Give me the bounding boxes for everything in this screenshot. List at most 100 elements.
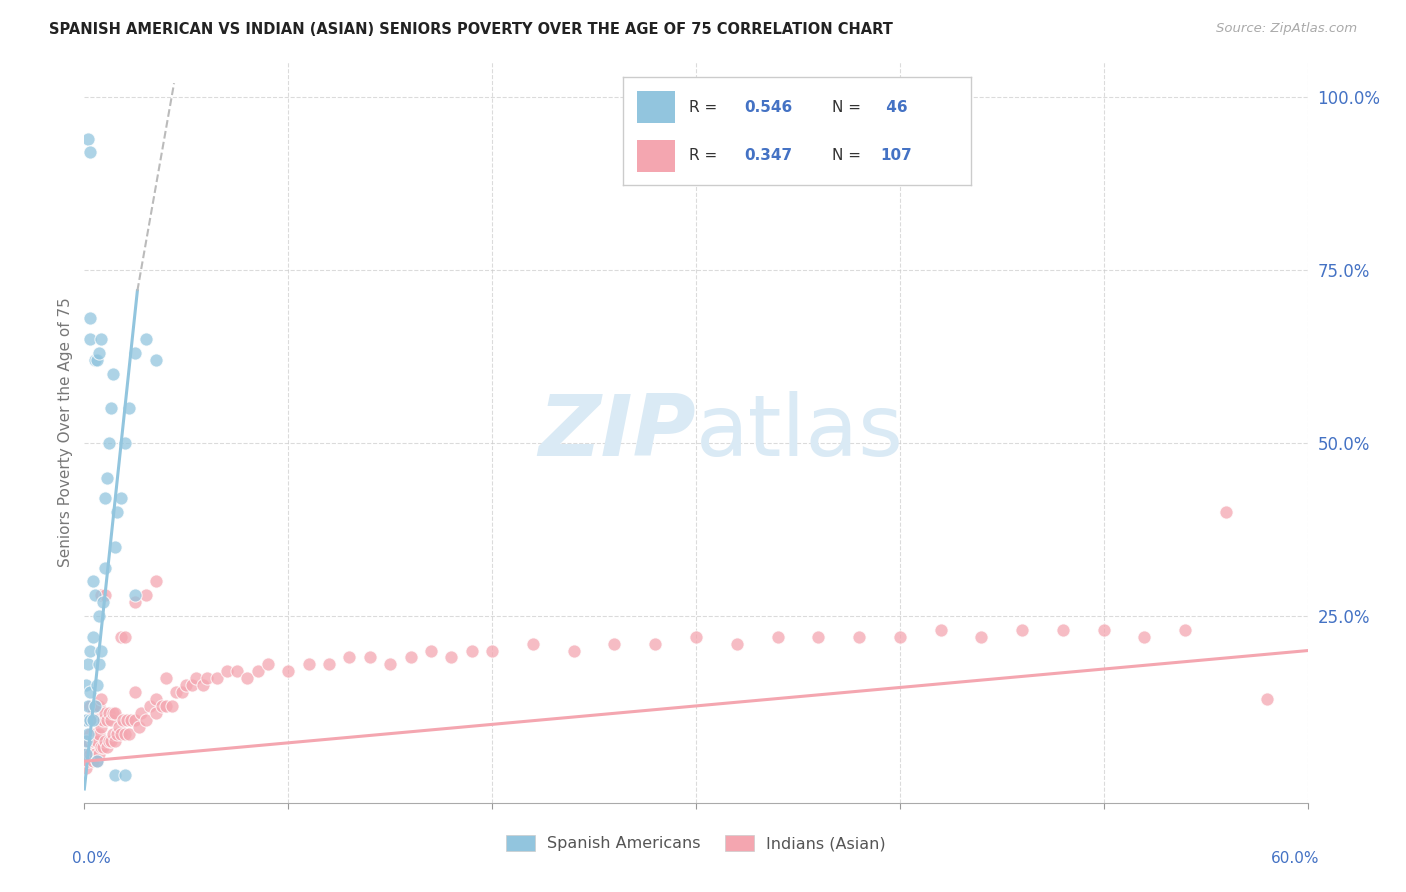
Point bbox=[90, 332, 112, 346]
Point bbox=[82, 574, 104, 589]
Point bbox=[75, 713, 97, 727]
Point bbox=[145, 353, 167, 368]
Point bbox=[86, 678, 108, 692]
Point bbox=[104, 540, 127, 554]
Point bbox=[725, 637, 748, 651]
Point bbox=[110, 630, 132, 644]
Point bbox=[155, 671, 177, 685]
Point bbox=[135, 588, 157, 602]
Point bbox=[522, 637, 544, 651]
Point bbox=[110, 491, 132, 506]
Point bbox=[114, 768, 136, 782]
Point bbox=[79, 332, 101, 346]
Point bbox=[90, 588, 112, 602]
Point bbox=[105, 726, 128, 740]
Point bbox=[79, 643, 101, 657]
Point bbox=[399, 650, 422, 665]
Point bbox=[86, 754, 108, 768]
Point bbox=[807, 630, 830, 644]
Point bbox=[110, 726, 132, 740]
Point bbox=[90, 720, 112, 734]
Point bbox=[138, 698, 160, 713]
Point bbox=[82, 706, 104, 720]
Point bbox=[277, 665, 299, 679]
Point bbox=[79, 713, 101, 727]
Point bbox=[83, 698, 105, 713]
Point bbox=[79, 747, 101, 762]
Point bbox=[108, 720, 131, 734]
Point bbox=[77, 733, 100, 747]
Point bbox=[155, 698, 177, 713]
Point bbox=[77, 713, 100, 727]
Point bbox=[77, 754, 100, 768]
Point bbox=[766, 630, 789, 644]
Point bbox=[1215, 505, 1237, 519]
Point bbox=[91, 595, 114, 609]
Point bbox=[145, 692, 167, 706]
Point bbox=[97, 436, 120, 450]
Point bbox=[104, 706, 127, 720]
Point bbox=[124, 685, 146, 699]
Point bbox=[644, 637, 666, 651]
Point bbox=[246, 665, 269, 679]
Point bbox=[100, 733, 122, 747]
Point bbox=[236, 671, 259, 685]
Point bbox=[131, 706, 153, 720]
Text: 60.0%: 60.0% bbox=[1271, 851, 1320, 866]
Point bbox=[93, 706, 115, 720]
Point bbox=[101, 706, 124, 720]
Point bbox=[145, 574, 167, 589]
Point bbox=[1174, 623, 1197, 637]
Point bbox=[318, 657, 340, 672]
Point bbox=[100, 713, 122, 727]
Point bbox=[186, 671, 208, 685]
Point bbox=[562, 643, 585, 657]
Point bbox=[135, 332, 157, 346]
Point bbox=[87, 609, 110, 624]
Point bbox=[112, 713, 135, 727]
Point bbox=[77, 726, 100, 740]
Point bbox=[79, 311, 101, 326]
Y-axis label: Seniors Poverty Over the Age of 75: Seniors Poverty Over the Age of 75 bbox=[58, 298, 73, 567]
Point bbox=[83, 747, 105, 762]
Point bbox=[79, 685, 101, 699]
Point bbox=[685, 630, 707, 644]
Point bbox=[79, 145, 101, 160]
Point bbox=[128, 720, 150, 734]
Point bbox=[87, 726, 110, 740]
Point bbox=[82, 713, 104, 727]
Point bbox=[91, 713, 114, 727]
Point bbox=[174, 678, 197, 692]
Point bbox=[114, 436, 136, 450]
Text: ZIP: ZIP bbox=[538, 391, 696, 475]
Text: SPANISH AMERICAN VS INDIAN (ASIAN) SENIORS POVERTY OVER THE AGE OF 75 CORRELATIO: SPANISH AMERICAN VS INDIAN (ASIAN) SENIO… bbox=[49, 22, 893, 37]
Point bbox=[191, 678, 214, 692]
Point bbox=[118, 726, 141, 740]
Point bbox=[77, 657, 100, 672]
Point bbox=[93, 733, 115, 747]
Point bbox=[172, 685, 194, 699]
Point bbox=[75, 761, 97, 775]
Point bbox=[929, 623, 952, 637]
Point bbox=[75, 740, 97, 755]
Point bbox=[96, 740, 118, 755]
Point bbox=[77, 698, 100, 713]
Point bbox=[101, 367, 124, 381]
Point bbox=[79, 698, 101, 713]
Point bbox=[86, 733, 108, 747]
Point bbox=[124, 346, 146, 360]
Point bbox=[83, 588, 105, 602]
Point bbox=[165, 685, 187, 699]
Point bbox=[87, 346, 110, 360]
Point bbox=[205, 671, 228, 685]
Point bbox=[461, 643, 484, 657]
Point bbox=[93, 491, 115, 506]
Point bbox=[339, 650, 361, 665]
Point bbox=[124, 588, 146, 602]
Point bbox=[75, 733, 97, 747]
Point bbox=[75, 747, 97, 762]
Point bbox=[1256, 692, 1278, 706]
Point bbox=[120, 713, 142, 727]
Point bbox=[135, 713, 157, 727]
Point bbox=[115, 713, 138, 727]
